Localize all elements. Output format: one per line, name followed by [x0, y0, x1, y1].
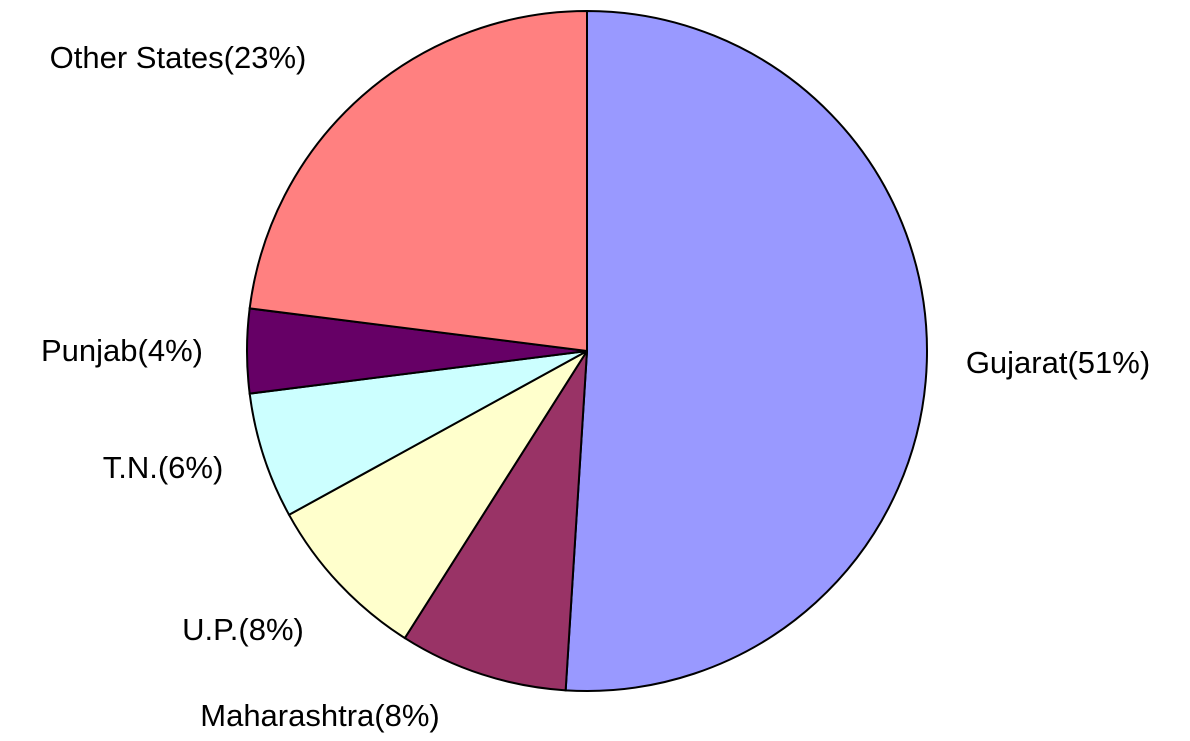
pie-slice — [403, 350, 588, 692]
slice-label: T.N.(6%) — [103, 450, 224, 485]
pie-slice — [287, 350, 588, 640]
slice-label: Punjab(4%) — [41, 333, 203, 368]
slice-label: Other States(23%) — [50, 40, 307, 75]
pie-slice — [248, 350, 588, 517]
pie-slice — [564, 9, 928, 692]
slice-label: Maharashtra(8%) — [200, 698, 439, 733]
slice-label: U.P.(8%) — [182, 612, 304, 647]
pie-slice — [248, 9, 588, 353]
slice-label: Gujarat(51%) — [966, 345, 1150, 380]
